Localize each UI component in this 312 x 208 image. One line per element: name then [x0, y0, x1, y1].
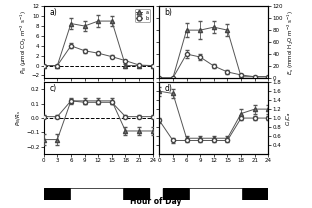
- FancyBboxPatch shape: [163, 188, 189, 200]
- FancyBboxPatch shape: [44, 188, 70, 200]
- Legend: a, b: a, b: [134, 9, 150, 22]
- Y-axis label: $P_N/R_s$: $P_N/R_s$: [15, 110, 23, 126]
- Y-axis label: $P_N$ ($\mu$mol CO$_2$ m$^{-2}$ s$^{-1}$): $P_N$ ($\mu$mol CO$_2$ m$^{-2}$ s$^{-1}$…: [18, 10, 29, 74]
- Text: d): d): [165, 84, 173, 93]
- Y-axis label: $C_i/C_a$: $C_i/C_a$: [284, 111, 293, 125]
- Y-axis label: $E_s$ (mmol H$_2$O m$^{-2}$ s$^{-1}$): $E_s$ (mmol H$_2$O m$^{-2}$ s$^{-1}$): [286, 10, 296, 75]
- Text: a): a): [49, 8, 57, 17]
- Text: c): c): [49, 84, 56, 93]
- Text: Hour of Day: Hour of Day: [130, 197, 182, 206]
- FancyBboxPatch shape: [242, 188, 268, 200]
- Text: b): b): [165, 8, 173, 17]
- FancyBboxPatch shape: [189, 188, 242, 200]
- FancyBboxPatch shape: [123, 188, 149, 200]
- FancyBboxPatch shape: [70, 188, 123, 200]
